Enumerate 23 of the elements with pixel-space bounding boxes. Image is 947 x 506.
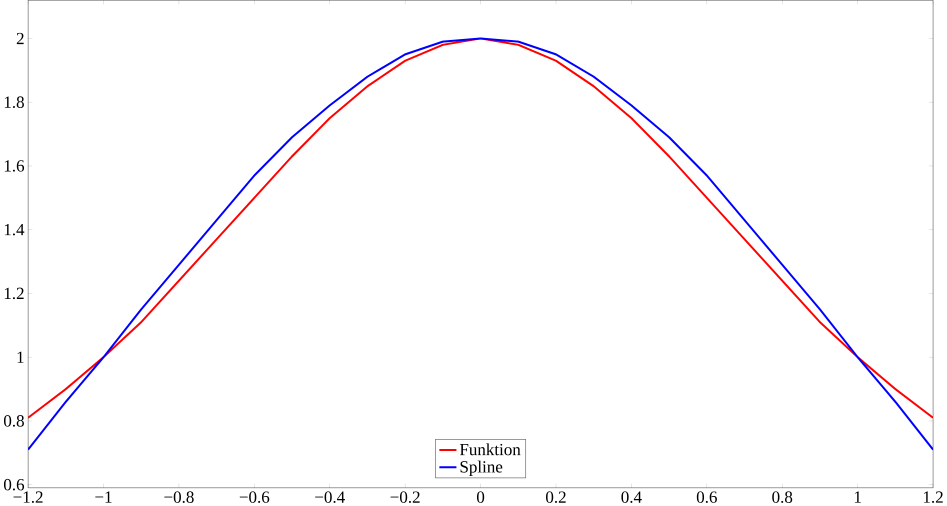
y-tick-label: 2 — [16, 32, 24, 44]
x-tick-label: −0.2 — [390, 491, 420, 503]
y-tick-label: 0.6 — [4, 478, 24, 490]
x-tick-label: 0.6 — [696, 491, 717, 503]
y-tick-label: 1.2 — [4, 288, 24, 300]
x-tick-label: −0.4 — [315, 491, 345, 503]
x-tick-label: −0.6 — [240, 491, 270, 503]
y-tick-label: 1 — [18, 351, 24, 363]
x-tick-label: 1.2 — [924, 491, 943, 503]
y-tick-label: 0.8 — [4, 415, 24, 427]
legend-label: Funktion — [460, 443, 521, 456]
x-tick-label: −1.2 — [14, 491, 43, 503]
x-tick-label: 0.8 — [772, 491, 792, 503]
x-tick-label: 0.2 — [546, 491, 566, 503]
x-tick-label: 1 — [854, 491, 861, 502]
x-tick-label: 0 — [476, 491, 484, 503]
y-tick-label: 1.8 — [4, 96, 24, 108]
x-tick-label: −0.8 — [164, 491, 194, 503]
y-tick-label: 1.6 — [4, 160, 24, 172]
x-tick-label: −1 — [95, 491, 112, 502]
legend-label: Spline — [460, 460, 502, 476]
x-tick-label: 0.4 — [621, 491, 642, 503]
y-tick-label: 1.4 — [4, 224, 24, 236]
